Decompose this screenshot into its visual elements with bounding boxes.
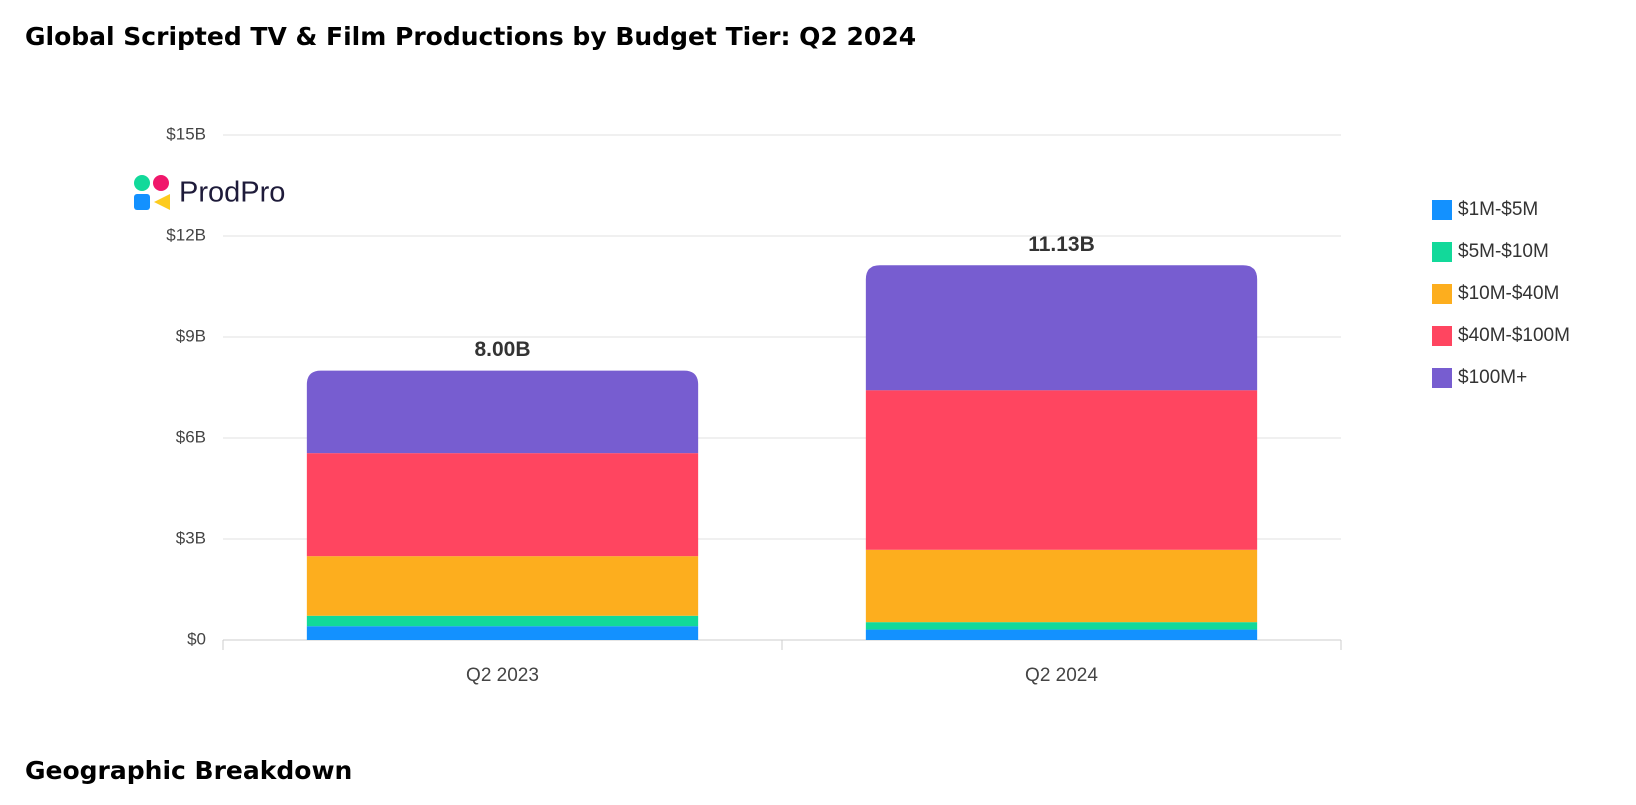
y-tick-label: $12B [166, 225, 206, 244]
bar-segment [865, 265, 1258, 391]
legend-label: $100M+ [1458, 367, 1527, 388]
bar-segment [865, 549, 1258, 623]
legend-label: $5M-$10M [1458, 241, 1549, 262]
bar-segment [306, 556, 699, 616]
legend-label: $1M-$5M [1458, 199, 1538, 220]
bar-segment [306, 626, 699, 640]
total-label: 11.13B [1028, 233, 1095, 256]
y-tick-label: $6B [176, 427, 206, 446]
y-tick-label: $9B [176, 326, 206, 345]
logo-text: ProdPro [179, 177, 285, 209]
bar-segment [865, 390, 1258, 550]
y-tick-label: $3B [176, 528, 206, 547]
y-tick-label: $15B [166, 124, 206, 143]
legend-label: $40M-$100M [1458, 325, 1570, 346]
x-tick-label: Q2 2023 [466, 665, 539, 686]
legend-swatch [1432, 200, 1452, 220]
total-label: 8.00B [474, 338, 530, 361]
bar-segment [865, 622, 1258, 630]
y-tick-label: $0 [187, 629, 206, 648]
legend-swatch [1432, 326, 1452, 346]
section-heading: Geographic Breakdown [25, 756, 352, 785]
bar-segment [865, 629, 1258, 640]
bar-segment [306, 370, 699, 454]
x-tick-label: Q2 2024 [1025, 665, 1098, 686]
bar-segment [306, 615, 699, 627]
bar-segment [306, 453, 699, 557]
legend-swatch [1432, 368, 1452, 388]
legend-label: $10M-$40M [1458, 283, 1559, 304]
legend-swatch [1432, 242, 1452, 262]
chart-title: Global Scripted TV & Film Productions by… [25, 22, 916, 51]
legend-swatch [1432, 284, 1452, 304]
logo: ProdPro [134, 175, 285, 210]
